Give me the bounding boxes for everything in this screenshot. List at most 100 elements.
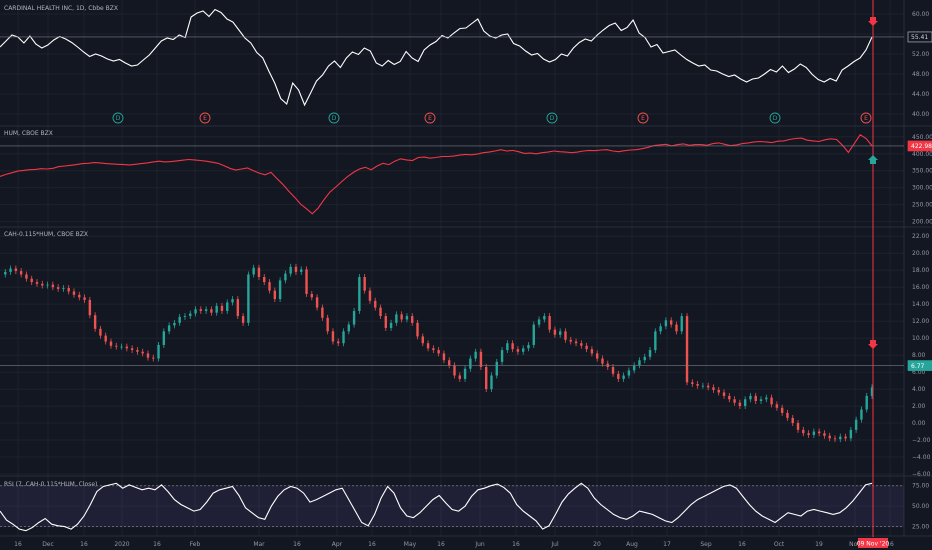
- candle-body: [136, 350, 139, 352]
- candle-body: [823, 433, 826, 436]
- candle-body: [146, 353, 150, 358]
- x-tick-label: Oct: [774, 541, 785, 548]
- candle-body: [754, 395, 757, 401]
- y-tick-label: 25.00: [912, 524, 929, 531]
- cursor-date-badge: [858, 538, 888, 548]
- candle-body: [490, 375, 493, 390]
- earnings-event-badge[interactable]: E: [860, 112, 872, 124]
- series-line-3: [0, 482, 873, 532]
- last-price-label: 422.98: [911, 143, 932, 150]
- candle-body: [712, 387, 715, 390]
- x-tick-label: 16: [14, 541, 22, 548]
- x-tick-label: Feb: [190, 541, 201, 548]
- y-tick-label: 50.00: [912, 503, 929, 510]
- candle-body: [442, 353, 446, 361]
- candle-body: [189, 313, 192, 317]
- y-tick-label: 52.00: [912, 51, 929, 58]
- candle-body: [532, 324, 535, 345]
- candle-body: [780, 407, 784, 413]
- candle-body: [278, 280, 282, 300]
- candle-body: [252, 267, 255, 275]
- dividend-event-badge[interactable]: D: [769, 112, 781, 124]
- candle-body: [199, 309, 203, 311]
- candle-body: [522, 348, 525, 352]
- candle-body: [67, 288, 70, 292]
- y-tick-label: 450.00: [912, 134, 932, 141]
- candle-body: [870, 387, 874, 396]
- grid-lines: [0, 0, 904, 536]
- candle-body: [9, 268, 12, 272]
- dividend-event-badge[interactable]: D: [112, 112, 124, 124]
- earnings-event-badge[interactable]: E: [637, 112, 649, 124]
- candle-body: [601, 358, 604, 364]
- candle-body: [289, 266, 292, 274]
- candle-body: [854, 419, 858, 430]
- last-price-badge: [907, 140, 932, 152]
- candle-body: [617, 373, 620, 379]
- y-tick-label: 48.00: [912, 71, 929, 78]
- y-tick-label: 2.00: [912, 403, 926, 410]
- y-tick-label: −6.00: [912, 471, 931, 478]
- candle-body: [807, 433, 810, 435]
- candle-body: [791, 417, 794, 424]
- y-tick-label: 300.00: [912, 185, 932, 192]
- candle-body: [379, 307, 382, 317]
- x-tick-label: 17: [663, 541, 671, 548]
- svg-text:E: E: [641, 115, 645, 122]
- candle-body: [395, 314, 398, 323]
- dividend-event-badge[interactable]: D: [546, 112, 558, 124]
- svg-text:D: D: [550, 115, 555, 122]
- candle-body: [432, 348, 435, 351]
- candle-body: [706, 385, 710, 388]
- candle-body: [51, 284, 55, 288]
- x-tick-label: Mar: [253, 541, 265, 548]
- candle-body: [405, 316, 409, 320]
- candle-body: [56, 287, 60, 289]
- y-tick-label: 400.00: [912, 151, 932, 158]
- candle-body: [511, 343, 514, 350]
- candle-body: [865, 395, 868, 410]
- candle-body: [474, 351, 477, 359]
- candle-body: [125, 346, 129, 349]
- candle-body: [580, 343, 583, 346]
- candle-body: [685, 316, 689, 383]
- earnings-event-badge[interactable]: E: [424, 112, 436, 124]
- candle-body: [833, 438, 837, 440]
- candle-body: [479, 351, 483, 368]
- candle-body: [648, 350, 652, 357]
- candle-body: [765, 397, 768, 400]
- y-tick-label: 18.00: [912, 267, 929, 274]
- candle-body: [331, 331, 335, 342]
- earnings-event-badge[interactable]: E: [199, 112, 211, 124]
- candle-body: [469, 358, 472, 369]
- candle-body: [802, 429, 805, 434]
- candle-body: [352, 310, 356, 325]
- candle-body: [374, 300, 377, 308]
- pane4-title: RSI (7, CAH-0.115*HUM, Close): [4, 481, 97, 488]
- candle-body: [463, 368, 467, 379]
- y-tick-label: 14.00: [912, 301, 929, 308]
- candle-body: [72, 291, 76, 295]
- dividend-event-badge[interactable]: D: [328, 112, 340, 124]
- candle-body: [590, 349, 594, 354]
- candle-body: [35, 282, 39, 284]
- candle-body: [78, 294, 81, 298]
- candle-body: [115, 345, 118, 347]
- candle-body: [400, 314, 403, 320]
- candle-body: [315, 297, 319, 308]
- candle-body: [337, 341, 340, 344]
- candle-body: [231, 299, 234, 303]
- candle-body: [363, 277, 366, 291]
- candle-body: [41, 283, 44, 286]
- candle-body: [622, 375, 625, 379]
- candle-body: [220, 305, 224, 311]
- x-tick-label: 20: [593, 541, 601, 548]
- candle-body: [500, 350, 504, 362]
- candle-body: [458, 375, 461, 379]
- last-price-label: 6.77: [911, 363, 925, 370]
- candle-body: [62, 288, 65, 289]
- candle-body: [88, 299, 92, 316]
- candle-body: [46, 284, 49, 286]
- candle-body: [389, 322, 393, 328]
